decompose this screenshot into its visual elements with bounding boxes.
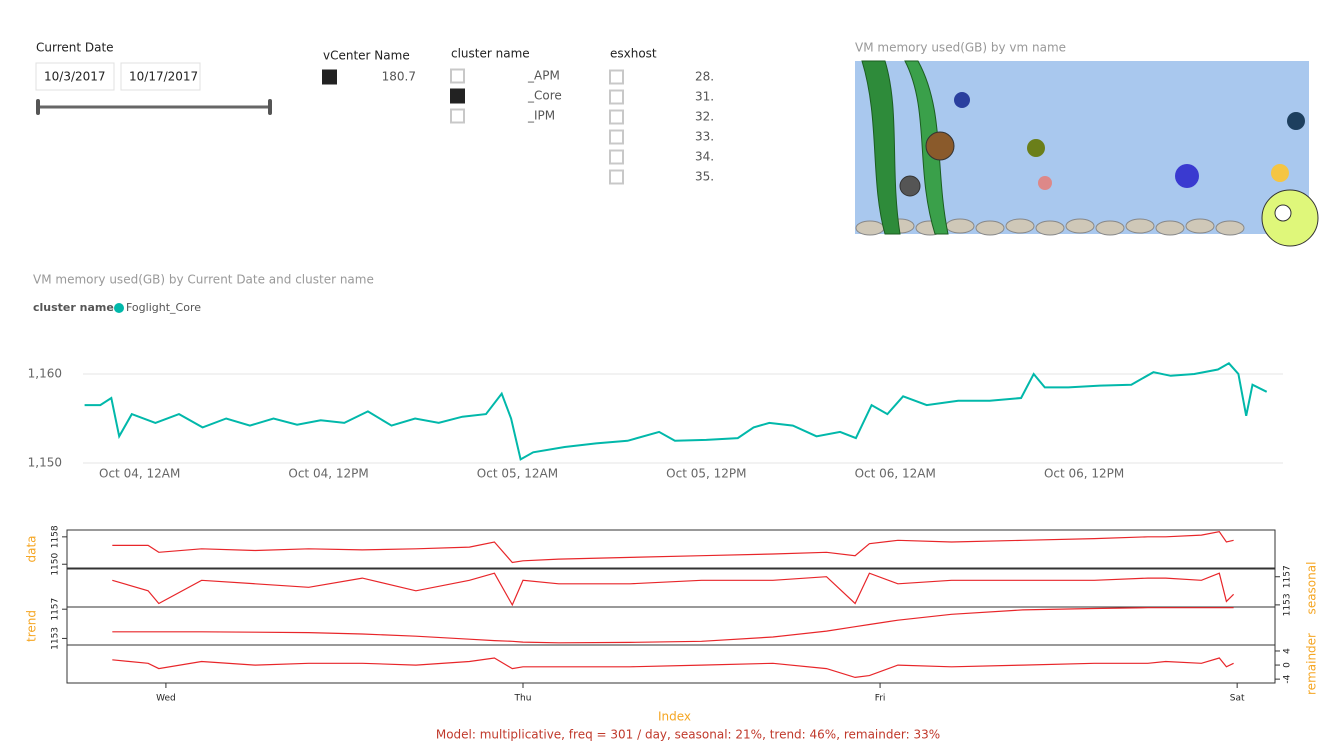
start-date[interactable]: 10/3/2017 xyxy=(44,70,106,84)
panel-label: data xyxy=(25,535,39,562)
slicer-item[interactable]: 33. xyxy=(695,130,714,144)
fish-image xyxy=(855,60,1319,247)
y-tick-label: 1,160 xyxy=(28,367,62,381)
line xyxy=(112,607,1234,644)
x-tick-label: Wed xyxy=(156,694,176,704)
x-tick-label: Oct 06, 12AM xyxy=(855,467,936,481)
x-tick-label: Fri xyxy=(875,694,886,704)
slicer-item[interactable]: 28. xyxy=(695,70,714,84)
y-tick-label: -4 xyxy=(1283,674,1293,683)
panel xyxy=(66,529,1276,569)
x-tick-label: Thu xyxy=(514,694,532,704)
line xyxy=(84,362,1268,461)
panel xyxy=(66,606,1276,646)
panel-label: seasonal xyxy=(1305,562,1319,615)
slicer-title: Current Date xyxy=(36,41,114,55)
slicer-item[interactable]: _APM xyxy=(527,69,560,83)
line xyxy=(112,572,1235,607)
line xyxy=(112,657,1234,679)
y-tick-label: 1,150 xyxy=(28,456,62,470)
x-tick-label: Oct 04, 12AM xyxy=(99,467,180,481)
y-tick-label: 1157 xyxy=(51,598,61,621)
x-axis-label: Index xyxy=(658,710,691,724)
checkbox[interactable] xyxy=(609,169,624,185)
slicer-item[interactable]: _IPM xyxy=(527,109,555,123)
slicer-item[interactable]: 34. xyxy=(695,150,714,164)
checkbox[interactable] xyxy=(450,108,465,124)
checkbox[interactable] xyxy=(450,88,465,104)
slicer-title: cluster name xyxy=(451,47,530,61)
date-box[interactable] xyxy=(120,62,201,91)
legend-label: Foglight_Core xyxy=(126,301,201,314)
slicer-title: vCenter Name xyxy=(323,49,410,63)
checkbox[interactable] xyxy=(609,89,624,105)
panel xyxy=(66,644,1276,684)
slicer-item[interactable]: 35. xyxy=(695,170,714,184)
slider-handle[interactable] xyxy=(36,99,40,115)
slicer-item[interactable]: _Core xyxy=(527,89,562,103)
y-tick-label: 1157 xyxy=(1283,565,1293,588)
date-box[interactable] xyxy=(35,62,115,91)
x-tick-label: Oct 06, 12PM xyxy=(1044,467,1124,481)
checkbox[interactable] xyxy=(609,109,624,125)
legend-title: cluster name xyxy=(33,301,114,314)
y-tick-label: 1158 xyxy=(51,525,61,548)
slicer-item[interactable]: 180.7 xyxy=(382,70,416,84)
end-date[interactable]: 10/17/2017 xyxy=(129,70,198,84)
checkbox[interactable] xyxy=(450,68,465,84)
x-tick-label: Oct 05, 12PM xyxy=(666,467,746,481)
legend-marker xyxy=(114,303,124,313)
slicer-item[interactable]: 31. xyxy=(695,90,714,104)
y-tick-label: 0 xyxy=(1283,662,1293,668)
slicer-title: esxhost xyxy=(610,47,657,61)
line xyxy=(112,531,1234,564)
checkbox[interactable] xyxy=(609,149,624,165)
slicer-item[interactable]: 32. xyxy=(695,110,714,124)
visual-title: VM memory used(GB) by vm name xyxy=(855,41,1066,55)
panel-label: trend xyxy=(25,610,39,642)
checkbox[interactable] xyxy=(322,69,337,85)
panel-label: remainder xyxy=(1305,633,1319,695)
x-tick-label: Oct 05, 12AM xyxy=(477,467,558,481)
chart-title: VM memory used(GB) by Current Date and c… xyxy=(33,273,374,287)
slider-handle[interactable] xyxy=(268,99,272,115)
y-tick-label: 1150 xyxy=(51,553,61,576)
checkbox[interactable] xyxy=(609,69,624,85)
x-tick-label: Oct 04, 12PM xyxy=(288,467,368,481)
x-tick-label: Sat xyxy=(1230,694,1245,704)
panel xyxy=(66,568,1276,608)
y-tick-label: 4 xyxy=(1283,648,1293,654)
checkbox[interactable] xyxy=(609,129,624,145)
caption: Model: multiplicative, freq = 301 / day,… xyxy=(436,728,940,742)
y-tick-label: 1153 xyxy=(51,627,61,650)
y-tick-label: 1153 xyxy=(1283,593,1293,616)
